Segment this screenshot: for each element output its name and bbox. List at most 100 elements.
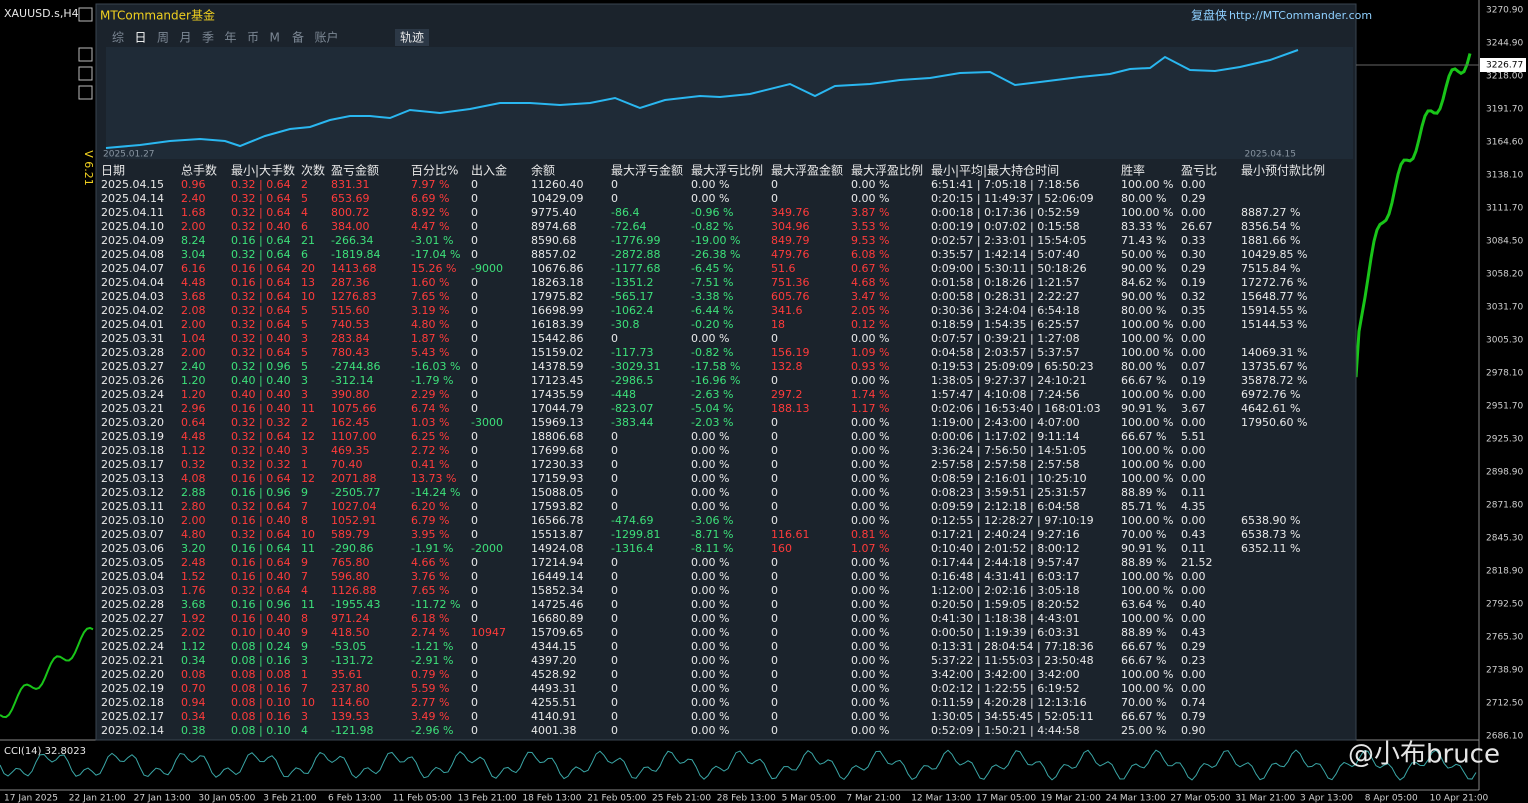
cell: 0.00 <box>1181 178 1206 191</box>
cell: 17230.33 <box>531 458 584 471</box>
cell: 0.32 | 0.40 <box>231 220 291 233</box>
button[interactable] <box>78 47 93 62</box>
site-url[interactable]: http://MTCommander.com <box>1229 9 1372 22</box>
cell: 0 <box>611 472 618 485</box>
cell: 5.43 % <box>411 346 449 359</box>
cell: 1.07 % <box>851 542 889 555</box>
cell: 0 <box>611 430 618 443</box>
tab[interactable]: 账户 <box>315 30 339 45</box>
cell: 90.91 % <box>1121 542 1166 555</box>
cell: 6.08 % <box>851 248 889 261</box>
cell: 2025.03.04 <box>101 570 164 583</box>
tab[interactable]: 月 <box>180 31 192 45</box>
cell: 4.80 % <box>411 318 449 331</box>
button[interactable] <box>78 85 93 100</box>
price-label: 3218.00 <box>1486 72 1523 82</box>
price-label: 3164.60 <box>1486 138 1523 148</box>
cell: 0.93 % <box>851 360 889 373</box>
cell: 4.47 % <box>411 220 449 233</box>
cell: 3.67 <box>1181 402 1206 415</box>
cell: 0 <box>771 332 778 345</box>
time-label: 17 Mar 05:00 <box>976 794 1036 803</box>
cell: 17044.79 <box>531 402 584 415</box>
cell: 7 <box>301 570 308 583</box>
cell: -53.05 <box>331 640 366 653</box>
cell: 4344.15 <box>531 640 577 653</box>
time-label: 7 Mar 21:00 <box>846 794 901 803</box>
tab[interactable]: 日 <box>135 31 147 45</box>
cci-line <box>0 749 1477 781</box>
tab[interactable]: 年 <box>225 31 237 45</box>
cell: 0 <box>611 612 618 625</box>
cell: 287.36 <box>331 276 370 289</box>
cell: 0.79 % <box>411 668 449 681</box>
cell: 0:00:19 | 0:07:02 | 0:15:58 <box>931 220 1080 233</box>
price-label: 2925.30 <box>1486 435 1523 445</box>
cell: 6972.76 % <box>1241 388 1300 401</box>
symbol: XAUUSD.s,H4 <box>4 7 79 20</box>
cell: 0.08 | 0.10 <box>231 724 291 737</box>
cell: 2025.03.11 <box>101 500 164 513</box>
cell: 15852.34 <box>531 584 584 597</box>
cell: 4.35 <box>1181 500 1206 513</box>
cell: 0:00:06 | 1:17:02 | 9:11:14 <box>931 430 1080 443</box>
cell: -6.45 % <box>691 262 733 275</box>
cell: 100.00 % <box>1121 388 1173 401</box>
cell: 2.72 % <box>411 444 449 457</box>
cell: 0.08 <box>181 668 206 681</box>
cell: 0.00 % <box>851 570 889 583</box>
cell: -11.72 % <box>411 598 460 611</box>
time-label: 3 Feb 21:00 <box>263 794 317 803</box>
cell: 0 <box>611 570 618 583</box>
cell: 0 <box>471 206 478 219</box>
button[interactable] <box>78 7 93 22</box>
cell: 0 <box>611 710 618 723</box>
cell: 4397.20 <box>531 654 577 667</box>
cell: 0.00 <box>1181 206 1206 219</box>
cell: 2025.02.28 <box>101 598 164 611</box>
cell: 0.81 % <box>851 528 889 541</box>
track-tab[interactable]: 轨迹 <box>400 31 424 45</box>
cell: 0.16 | 0.64 <box>231 234 291 247</box>
cell: 2025.03.07 <box>101 528 164 541</box>
cell: 4255.51 <box>531 696 577 709</box>
cell: 0 <box>771 514 778 527</box>
tab[interactable]: 季 <box>202 31 214 45</box>
cell: 4.08 <box>181 472 206 485</box>
cell: 469.35 <box>331 444 370 457</box>
cell: -448 <box>611 388 636 401</box>
cell: 3 <box>301 332 308 345</box>
cell: 751.36 <box>771 276 810 289</box>
cell: 70.00 % <box>1121 528 1166 541</box>
tab[interactable]: 周 <box>157 31 169 45</box>
cell: 0.00 % <box>851 486 889 499</box>
cell: 1.60 % <box>411 276 449 289</box>
tab[interactable]: 备 <box>292 31 304 45</box>
button[interactable] <box>78 66 93 81</box>
cell: 0.00 % <box>851 584 889 597</box>
cell: 2025.02.27 <box>101 612 164 625</box>
cell: 14378.59 <box>531 360 584 373</box>
tab[interactable]: 综 <box>112 31 124 45</box>
cell: 70.40 <box>331 458 363 471</box>
equity-start: 2025.01.27 <box>103 150 155 160</box>
cell: 2.00 <box>181 318 206 331</box>
cell: 0.34 <box>181 710 206 723</box>
cell: 8.92 % <box>411 206 449 219</box>
cell: -17.04 % <box>411 248 460 261</box>
cell: 7.65 % <box>411 584 449 597</box>
cell: 66.67 % <box>1121 374 1166 387</box>
cell: 1075.66 <box>331 402 377 415</box>
tab[interactable]: 币 <box>247 31 259 45</box>
cell: 0.00 % <box>851 724 889 737</box>
cell: 15914.55 % <box>1241 304 1307 317</box>
cell: 7 <box>301 500 308 513</box>
cell: -3029.31 <box>611 360 660 373</box>
cell: 9775.40 <box>531 206 577 219</box>
cell: 2025.02.25 <box>101 626 164 639</box>
cell: 0 <box>471 472 478 485</box>
equity-curve <box>105 49 1299 149</box>
price-label: 2712.50 <box>1486 699 1523 709</box>
cell: 10 <box>301 696 315 709</box>
tab[interactable]: M <box>270 31 280 45</box>
